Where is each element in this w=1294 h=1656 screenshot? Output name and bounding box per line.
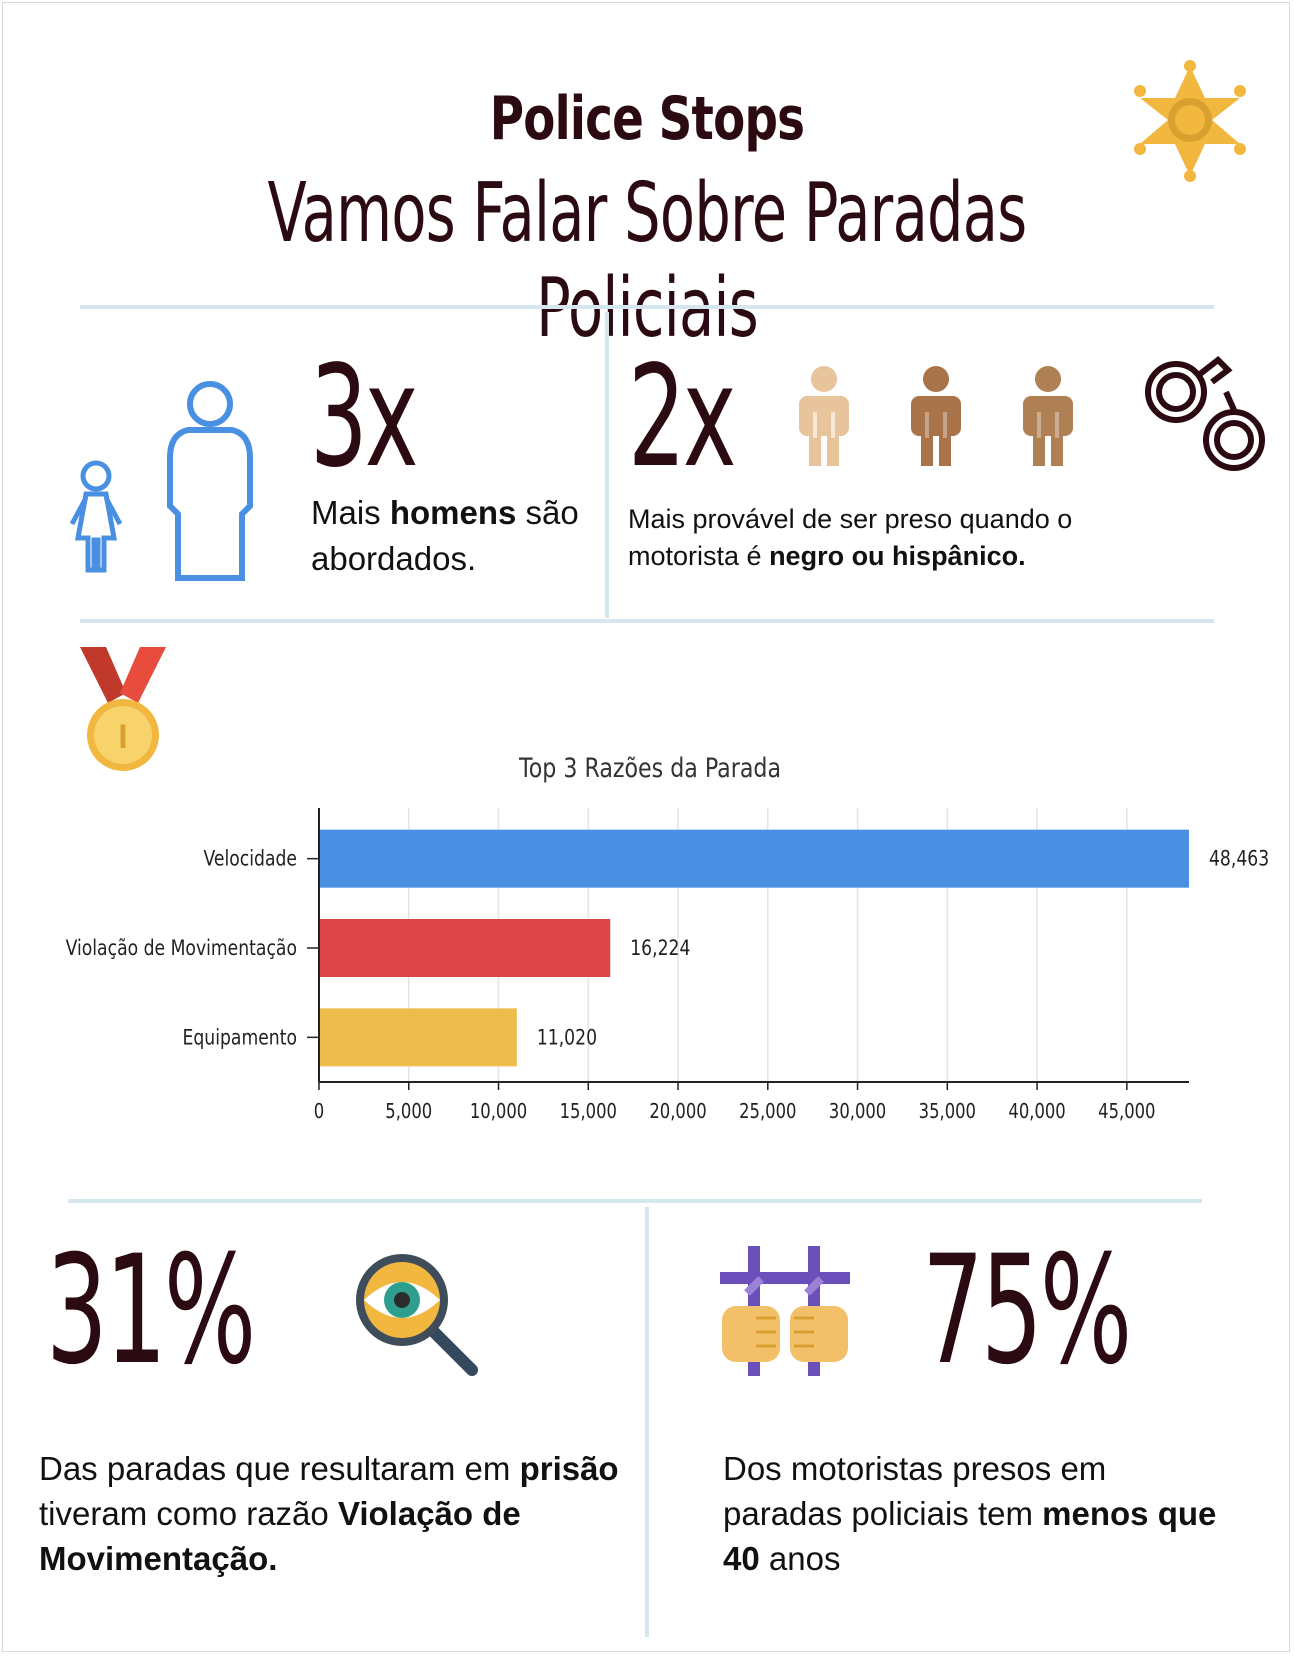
x-tick-label: 40,000: [1008, 1101, 1065, 1124]
reasons-bar-chart: Top 3 Razões da Parada 0 5,000 10,000 15,00…: [66, 752, 1270, 1124]
stat-age-text: Dos motoristas presos em paradas policia…: [723, 1450, 1217, 1577]
page-title: Police Stops: [489, 84, 805, 154]
stat-arrest-value: 2x: [628, 336, 736, 499]
svg-text:I: I: [118, 718, 127, 756]
stat-arrest-text: Mais provável de ser preso quando o moto…: [628, 504, 1073, 571]
bar: [319, 919, 611, 977]
divider-middle: [80, 619, 1214, 623]
x-tick-label: 35,000: [919, 1101, 976, 1124]
value-label: 11,020: [537, 1025, 597, 1050]
bar: [319, 829, 1189, 888]
value-label: 48,463: [1209, 846, 1269, 871]
x-tick-label: 10,000: [470, 1101, 527, 1124]
jail-bars-hands-icon: [720, 1246, 850, 1376]
divider-bottom: [68, 1199, 1202, 1203]
girl-icon: [69, 460, 123, 573]
handcuffs-icon: [1145, 356, 1265, 471]
person-medium-icon: [911, 366, 961, 466]
stat-prison-text: Das paradas que resultaram em prisão tiv…: [39, 1450, 619, 1577]
person-dark-icon: [1023, 366, 1073, 466]
man-outline-icon: [167, 381, 253, 581]
bar: [319, 1008, 517, 1067]
stat-age-value: 75%: [922, 1224, 1132, 1398]
value-label: 16,224: [630, 935, 690, 960]
x-tick-label: 45,000: [1098, 1101, 1155, 1124]
stat-prison-value: 31%: [46, 1224, 256, 1398]
divider-mid-vertical: [605, 312, 609, 618]
divider-bottom-vertical: [645, 1207, 649, 1637]
category-label: Equipamento: [183, 1025, 297, 1050]
x-tick-label: 30,000: [829, 1101, 886, 1124]
x-tick-label: 25,000: [739, 1101, 796, 1124]
stat-men-text: Mais homens são abordados.: [311, 494, 579, 577]
x-tick-label: 20,000: [649, 1101, 706, 1124]
sheriff-star-icon: [1134, 60, 1246, 182]
page-subtitle: Vamos Falar Sobre Paradas Policiais: [267, 166, 1028, 356]
x-tick-label: 0: [314, 1101, 324, 1124]
category-label: Velocidade: [203, 846, 297, 871]
x-tick-label: 5,000: [385, 1101, 432, 1124]
magnifier-eye-icon: [356, 1254, 478, 1376]
chart-title: Top 3 Razões da Parada: [518, 752, 781, 784]
x-tick-label: 15,000: [560, 1101, 617, 1124]
person-light-icon: [799, 366, 849, 466]
medal-icon: I: [80, 647, 166, 771]
stat-men-value: 3x: [310, 336, 418, 499]
category-label: Violação de Movimentação: [66, 935, 297, 960]
divider-top: [80, 305, 1214, 309]
